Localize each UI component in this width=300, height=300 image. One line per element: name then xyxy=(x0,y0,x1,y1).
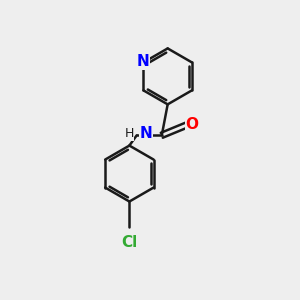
Text: Cl: Cl xyxy=(121,235,137,250)
Text: N: N xyxy=(136,54,149,69)
Text: H: H xyxy=(124,127,134,140)
Text: N: N xyxy=(140,126,152,141)
Text: O: O xyxy=(186,118,199,133)
